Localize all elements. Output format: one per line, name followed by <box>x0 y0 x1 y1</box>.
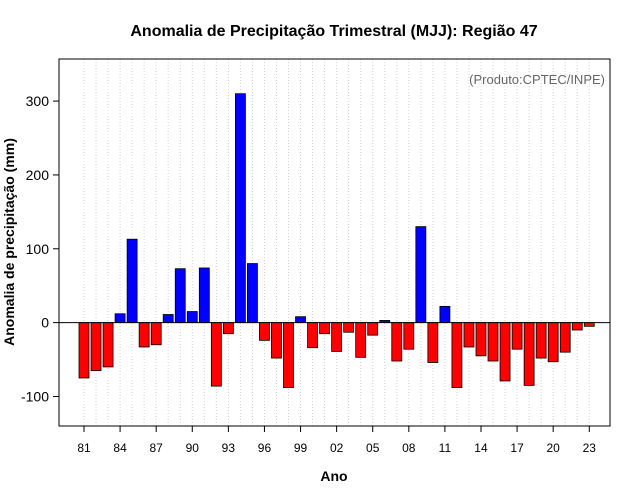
bar-1985 <box>126 238 138 324</box>
bar-1997 <box>271 322 282 359</box>
bar-2010 <box>427 322 439 363</box>
bar-1984 <box>114 313 126 324</box>
chart-title: Anomalia de Precipitação Trimestral (MJJ… <box>130 23 537 40</box>
bar-1987 <box>150 322 162 346</box>
bar-2012 <box>451 322 463 388</box>
bar-2007 <box>391 322 403 362</box>
bar-1986 <box>138 322 150 348</box>
bar-2001 <box>319 322 331 335</box>
bar-2014 <box>475 322 487 357</box>
bar-1990 <box>186 311 198 324</box>
x-tick-label: 93 <box>222 441 236 455</box>
bars <box>78 93 595 388</box>
x-tick-label: 11 <box>439 441 452 455</box>
y-tick-label: -100 <box>21 388 49 404</box>
y-tick-label: 200 <box>26 167 50 183</box>
bar-2021 <box>559 322 571 353</box>
y-tick-label: 100 <box>26 241 50 257</box>
x-tick-label: 05 <box>366 441 380 455</box>
x-tick-label: 17 <box>510 441 524 455</box>
bar-1993 <box>222 322 234 335</box>
bar-1996 <box>259 322 270 341</box>
x-tick-label: 96 <box>258 441 272 455</box>
bar-1992 <box>210 322 222 387</box>
bar-1995 <box>247 263 258 324</box>
bar-1983 <box>102 322 114 368</box>
bar-2004 <box>355 322 367 358</box>
x-tick-label: 84 <box>113 441 127 455</box>
bar-2015 <box>487 322 499 362</box>
bar-2005 <box>367 322 379 336</box>
x-tick-label: 02 <box>330 441 344 455</box>
y-tick-label: 0 <box>41 315 49 331</box>
x-tick-label: 81 <box>77 441 91 455</box>
x-tick-label: 23 <box>583 441 597 455</box>
x-axis-ticks: 81 84 87 90 93 96 99 02 05 08 11 14 17 20 23 <box>77 426 596 455</box>
bar-2023 <box>583 322 595 327</box>
bar-2013 <box>463 322 475 348</box>
plot-frame <box>58 58 611 427</box>
bar-1981 <box>78 322 90 379</box>
x-tick-label: 87 <box>150 441 164 455</box>
product-annotation: (Produto:CPTEC/INPE) <box>469 72 605 87</box>
bar-1989 <box>174 268 186 324</box>
bar-2009 <box>415 226 427 324</box>
y-axis-label: Anomalia de precipitação (mm) <box>1 138 17 346</box>
bar-1998 <box>283 322 294 388</box>
bar-1994 <box>234 93 246 324</box>
bar-2016 <box>499 322 511 382</box>
bar-2002 <box>331 322 343 352</box>
y-tick-label: 300 <box>26 93 50 109</box>
bar-1988 <box>162 314 174 324</box>
vertical-grid <box>83 59 590 426</box>
bar-2019 <box>535 322 547 359</box>
x-axis-label: Ano <box>320 468 347 484</box>
x-tick-label: 14 <box>474 441 488 455</box>
x-tick-label: 90 <box>186 441 200 455</box>
bar-2017 <box>511 322 523 350</box>
bar-2011 <box>439 305 451 324</box>
y-axis-ticks: -100 0 100 200 300 <box>21 93 59 404</box>
bar-1982 <box>90 322 102 372</box>
x-tick-label: 20 <box>546 441 560 455</box>
bar-1999 <box>295 316 306 324</box>
bar-2000 <box>307 322 318 349</box>
x-tick-label: 08 <box>402 441 416 455</box>
bar-2003 <box>343 322 355 333</box>
bar-1991 <box>198 267 210 324</box>
bar-2020 <box>547 322 559 363</box>
x-tick-label: 99 <box>294 441 308 455</box>
bar-2008 <box>403 322 415 350</box>
bar-2018 <box>523 322 535 386</box>
bar-2022 <box>571 322 583 331</box>
